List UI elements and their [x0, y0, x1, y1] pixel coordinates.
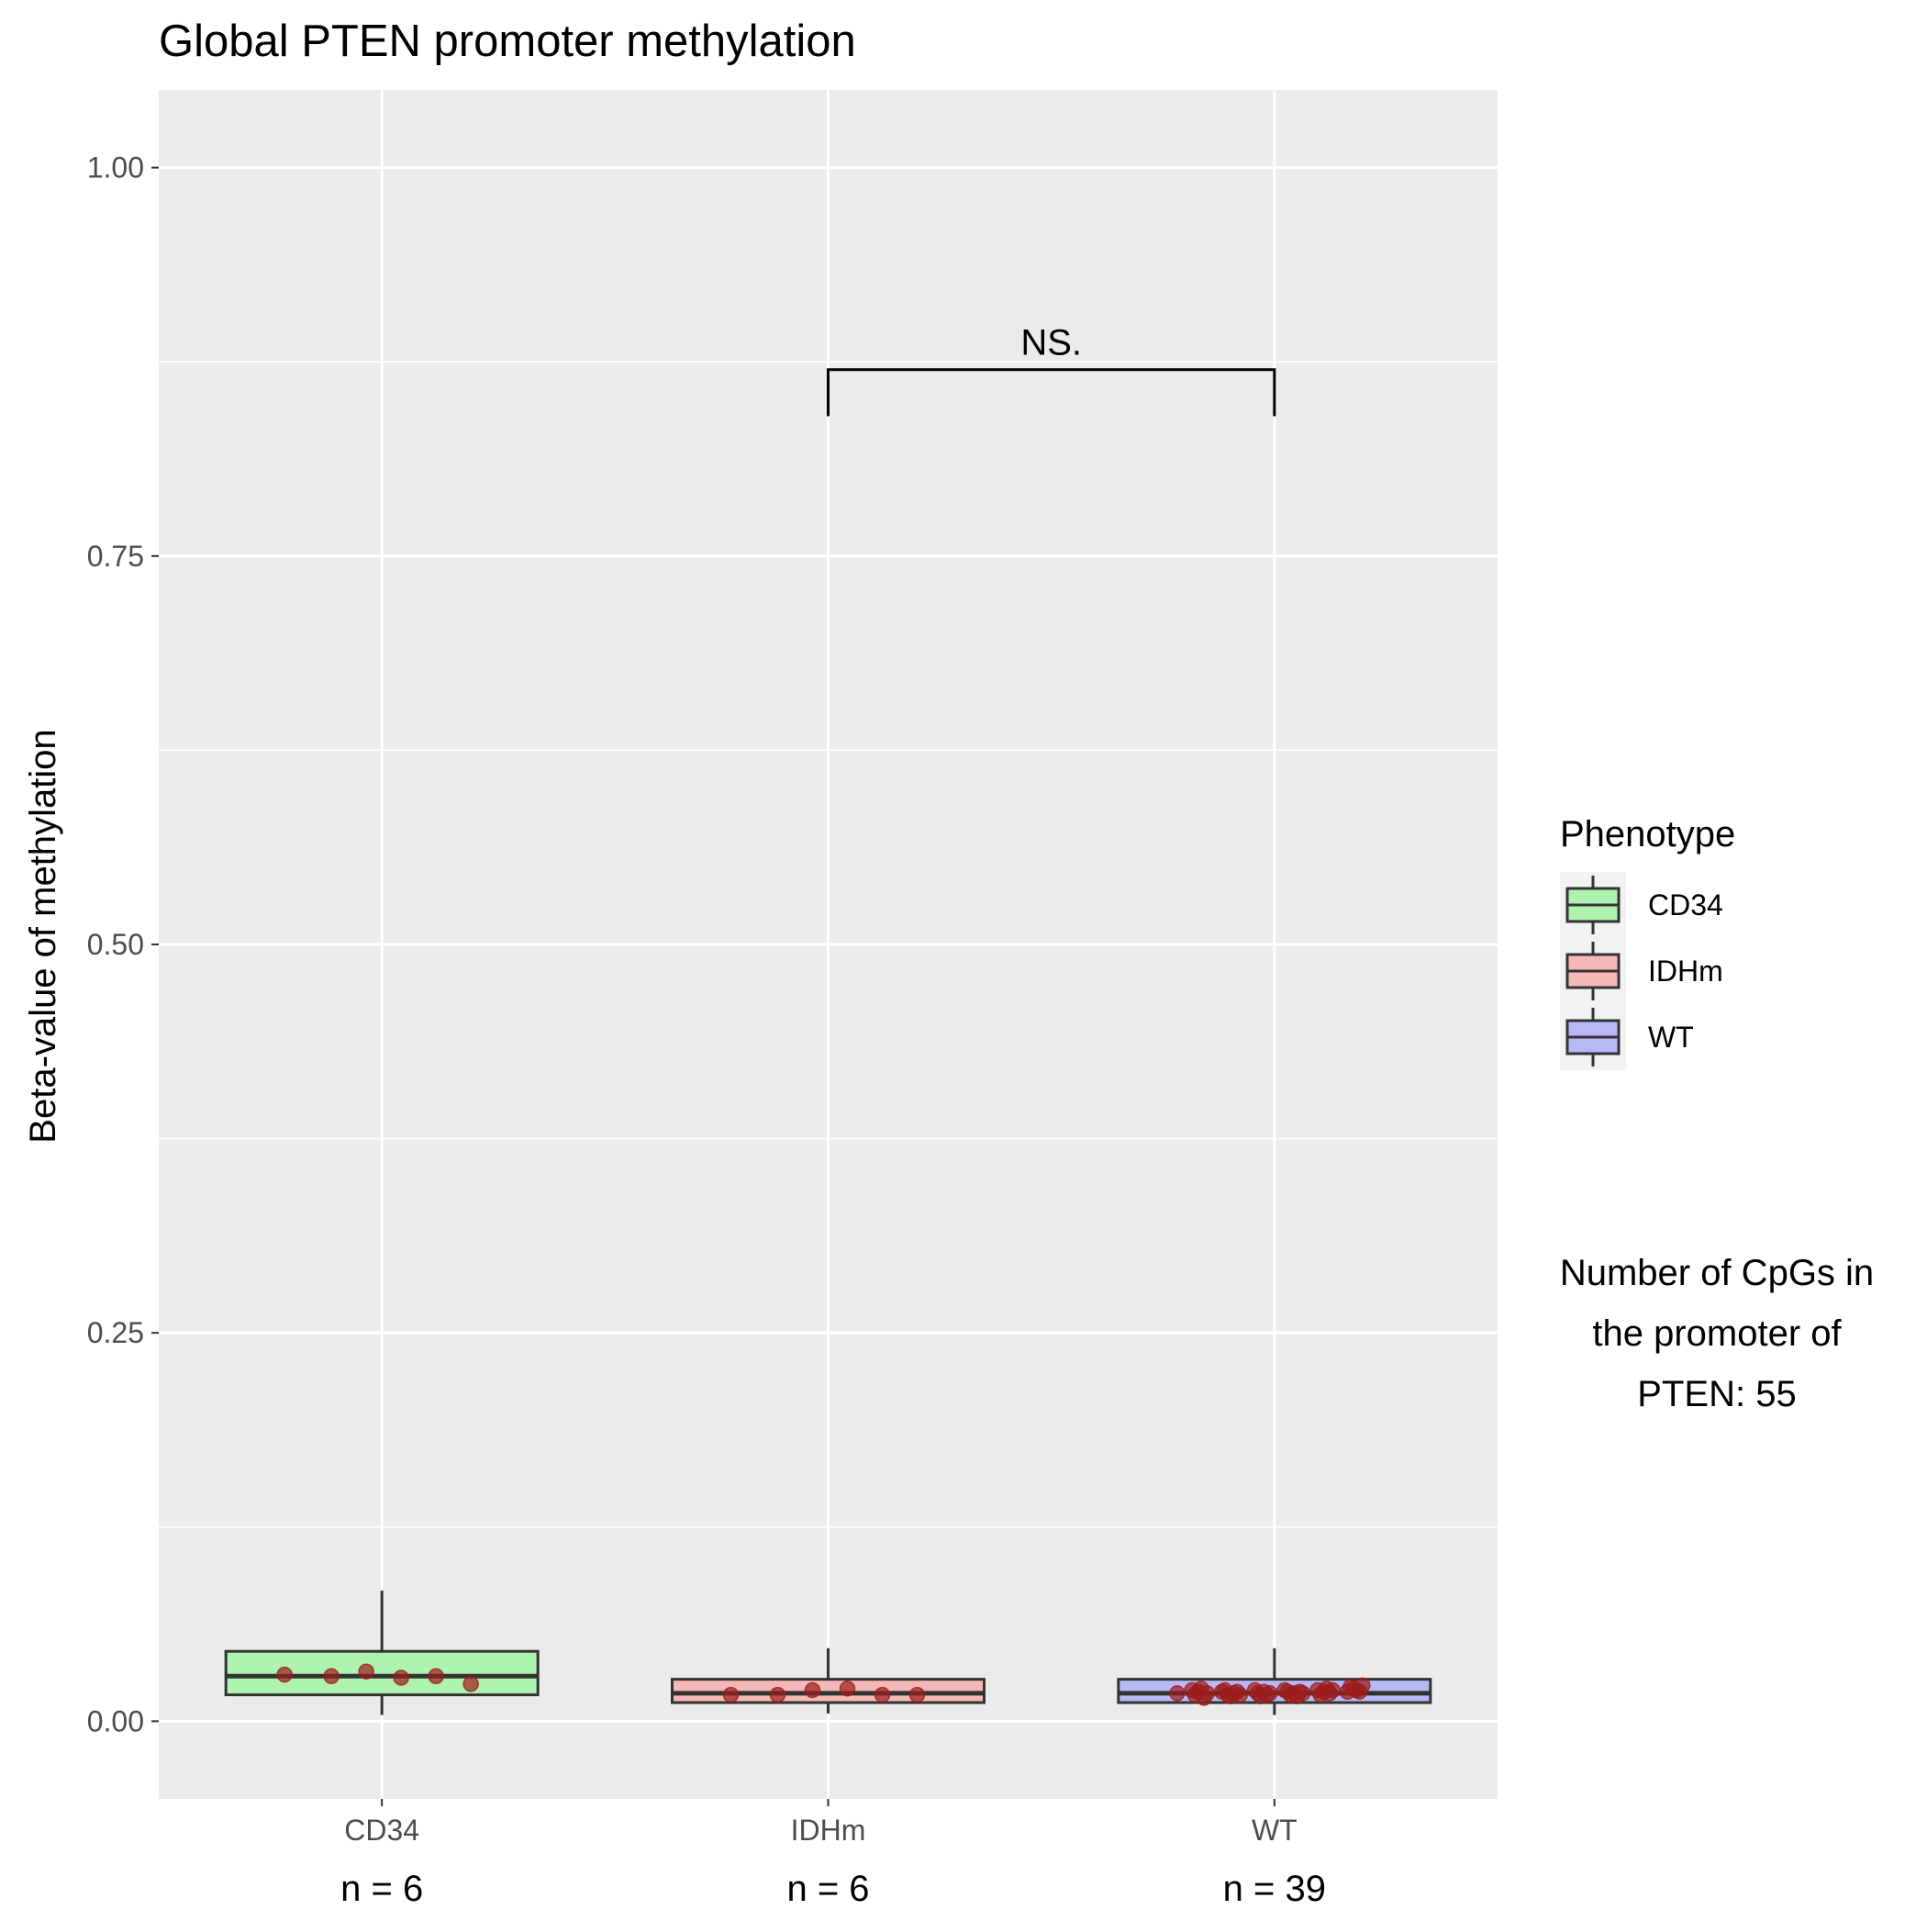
cpg-count-note-line: PTEN: 55 [1637, 1374, 1796, 1414]
legend-item-label: CD34 [1648, 888, 1723, 921]
data-point [276, 1666, 293, 1683]
data-point [462, 1675, 479, 1692]
significance-bracket [827, 368, 1276, 417]
data-point [1262, 1685, 1278, 1702]
significance-label: NS. [1020, 323, 1082, 363]
x-tick-label: IDHm [791, 1814, 866, 1847]
data-point [1169, 1685, 1186, 1702]
y-tick-label: 1.00 [87, 151, 144, 184]
x-tick-label: CD34 [344, 1814, 419, 1847]
data-point [839, 1681, 856, 1697]
cpg-count-note-line: Number of CpGs in [1560, 1253, 1874, 1293]
y-tick-label: 0.50 [87, 928, 144, 961]
legend-item-label: WT [1648, 1021, 1694, 1054]
y-axis-label: Beta-value of methylation [23, 729, 63, 1143]
sample-count-label: n = 6 [340, 1869, 423, 1909]
data-point [1231, 1686, 1249, 1703]
data-point [393, 1670, 409, 1686]
data-point [1294, 1685, 1311, 1702]
sample-count-label: n = 6 [786, 1869, 869, 1909]
data-point [1324, 1681, 1342, 1699]
y-tick-label: 0.25 [87, 1316, 144, 1349]
data-point [769, 1686, 786, 1703]
data-point [428, 1668, 444, 1685]
legend-title: Phenotype [1560, 814, 1735, 854]
data-point [874, 1686, 891, 1703]
chart-title: Global PTEN promoter methylation [159, 17, 856, 66]
box-cd34 [224, 1649, 540, 1697]
y-tick-label: 0.00 [87, 1704, 144, 1737]
legend-item-label: IDHm [1648, 955, 1723, 988]
data-point [358, 1663, 374, 1680]
data-point [722, 1686, 740, 1703]
box-idhm [671, 1678, 986, 1704]
data-point [908, 1686, 926, 1703]
y-tick-label: 0.75 [87, 540, 144, 573]
sample-count-label: n = 39 [1223, 1869, 1326, 1909]
data-point [1354, 1677, 1371, 1694]
data-point [804, 1681, 821, 1699]
cpg-count-note-line: the promoter of [1592, 1313, 1842, 1354]
data-point [323, 1668, 340, 1685]
x-tick-label: WT [1252, 1814, 1298, 1847]
data-point [1198, 1685, 1216, 1702]
